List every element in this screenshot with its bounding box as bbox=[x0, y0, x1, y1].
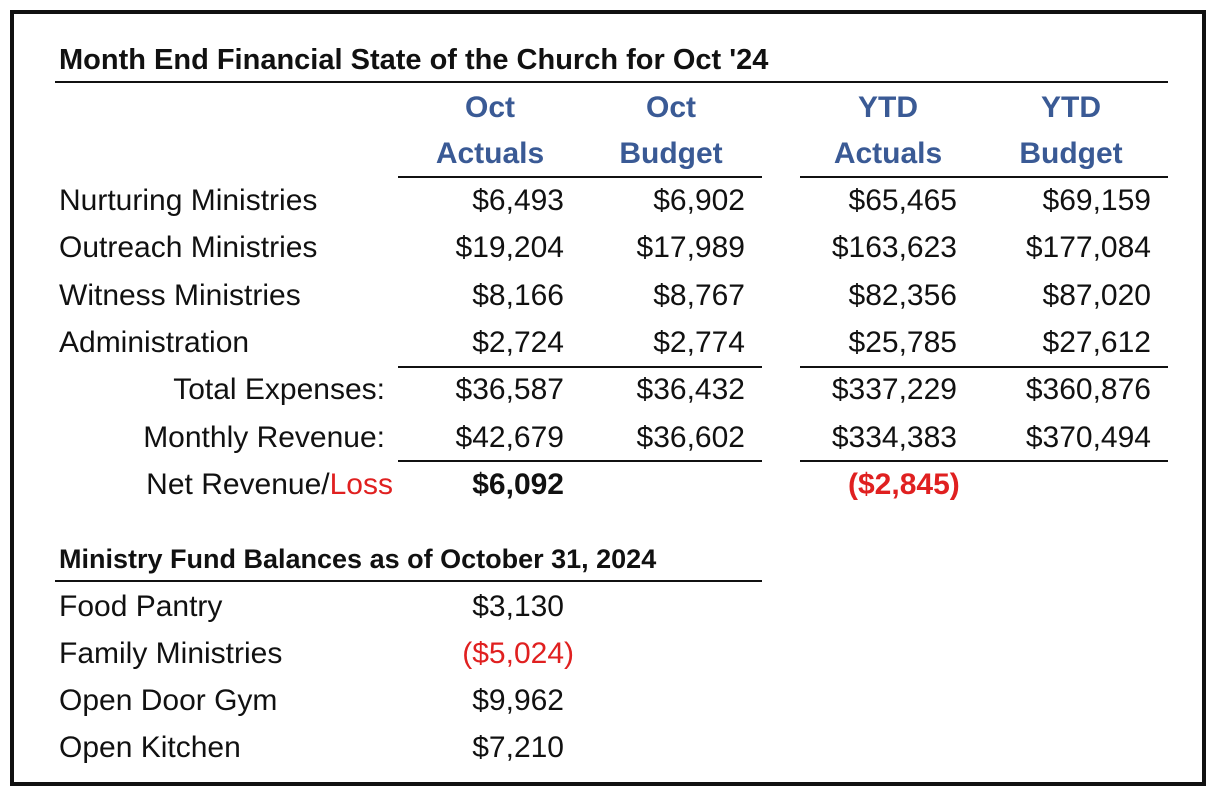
total-rule-ytd bbox=[800, 460, 1168, 462]
net-revenue-label: Net Revenue/Loss bbox=[146, 467, 393, 503]
cell-ytd-actuals: $337,229 bbox=[831, 373, 957, 406]
cell-oct-actuals: $19,204 bbox=[455, 231, 564, 264]
subtotal-rule-oct bbox=[398, 366, 762, 368]
col-ytd-actuals-line2: Actuals bbox=[833, 137, 943, 170]
total-rule-oct bbox=[398, 460, 762, 462]
cell-oct-budget: $2,774 bbox=[653, 326, 745, 359]
cell-oct-budget: $17,989 bbox=[636, 231, 745, 264]
cell-ytd-budget: $177,084 bbox=[1025, 231, 1151, 264]
subtotal-rule-ytd bbox=[800, 366, 1168, 368]
fund-label: Family Ministries bbox=[59, 637, 283, 670]
title-underline bbox=[55, 81, 1168, 83]
fund-label: Open Kitchen bbox=[59, 731, 241, 764]
cell-ytd-actuals: $334,383 bbox=[831, 421, 957, 454]
cell-oct-budget: $36,432 bbox=[636, 373, 745, 406]
cell-ytd-actuals: $65,465 bbox=[848, 184, 957, 217]
fund-value: $3,130 bbox=[472, 590, 564, 623]
cell-ytd-budget: $27,612 bbox=[1042, 326, 1151, 359]
net-revenue-label-prefix: Net Revenue/ bbox=[146, 468, 330, 501]
cell-oct-actuals: $8,166 bbox=[472, 279, 564, 312]
row-label: Witness Ministries bbox=[59, 279, 301, 312]
cell-oct-actuals: $36,587 bbox=[455, 373, 564, 406]
fund-value: $7,210 bbox=[472, 731, 564, 764]
cell-oct-budget: $6,902 bbox=[653, 184, 745, 217]
row-label: Nurturing Ministries bbox=[59, 184, 318, 217]
cell-ytd-actuals: $82,356 bbox=[848, 279, 957, 312]
cell-oct-actuals: $42,679 bbox=[455, 421, 564, 454]
cell-ytd-actuals: $163,623 bbox=[831, 231, 957, 264]
col-oct-actuals-line2: Actuals bbox=[435, 137, 545, 170]
funds-title-underline bbox=[55, 580, 762, 582]
header-rule-ytd bbox=[800, 176, 1168, 178]
net-ytd-value: ($2,845) bbox=[848, 468, 960, 501]
cell-oct-actuals: $6,493 bbox=[472, 184, 564, 217]
cell-ytd-budget: $370,494 bbox=[1025, 421, 1151, 454]
fund-label: Food Pantry bbox=[59, 590, 223, 623]
cell-ytd-budget: $360,876 bbox=[1025, 373, 1151, 406]
col-oct-budget-line2: Budget bbox=[619, 137, 723, 170]
col-ytd-budget-line1: YTD bbox=[1041, 91, 1101, 124]
col-ytd-actuals-line1: YTD bbox=[858, 91, 918, 124]
fund-value-negative: ($5,024) bbox=[462, 637, 574, 670]
cell-ytd-actuals: $25,785 bbox=[848, 326, 957, 359]
header-rule-oct bbox=[398, 176, 762, 178]
col-oct-actuals-line1: Oct bbox=[464, 91, 515, 124]
row-label: Outreach Ministries bbox=[59, 231, 318, 264]
report-title: Month End Financial State of the Church … bbox=[59, 44, 769, 76]
funds-title: Ministry Fund Balances as of October 31,… bbox=[59, 544, 657, 574]
report-frame bbox=[10, 10, 1206, 786]
cell-oct-budget: $36,602 bbox=[636, 421, 745, 454]
cell-oct-actuals: $2,724 bbox=[472, 326, 564, 359]
total-expenses-label: Total Expenses: bbox=[173, 373, 385, 406]
net-loss-label: Loss bbox=[329, 468, 393, 501]
fund-label: Open Door Gym bbox=[59, 684, 278, 717]
monthly-revenue-label: Monthly Revenue: bbox=[143, 421, 385, 454]
row-label: Administration bbox=[59, 326, 250, 359]
net-oct-value: $6,092 bbox=[472, 468, 564, 501]
col-ytd-budget-line2: Budget bbox=[1019, 137, 1123, 170]
fund-value: $9,962 bbox=[472, 684, 564, 717]
col-oct-budget-line1: Oct bbox=[645, 91, 696, 124]
cell-oct-budget: $8,767 bbox=[653, 279, 745, 312]
cell-ytd-budget: $87,020 bbox=[1042, 279, 1151, 312]
cell-ytd-budget: $69,159 bbox=[1042, 184, 1151, 217]
